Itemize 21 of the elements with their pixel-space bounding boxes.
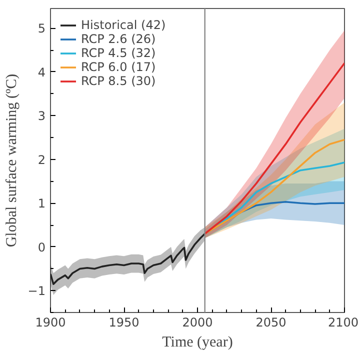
- x-axis-title: Time (year): [162, 334, 233, 350]
- x-tick-label: 1950: [108, 316, 140, 330]
- y-tick-label: 4: [38, 65, 46, 80]
- y-tick-label: 0: [38, 240, 46, 254]
- legend-label: RCP 8.5 (30): [81, 74, 156, 88]
- x-tick-label: 2000: [182, 316, 213, 330]
- line-series: [50, 232, 206, 285]
- line-series: [204, 62, 344, 235]
- y-tick-label: 3: [38, 109, 46, 124]
- legend-label: Historical (42): [81, 18, 166, 32]
- y-tick-label: 2: [38, 152, 46, 167]
- x-tick-label: 2050: [256, 316, 286, 330]
- legend-label: RCP 6.0 (17): [81, 60, 156, 74]
- y-tick-label: 1: [38, 196, 46, 211]
- y-tick-label: 5: [38, 22, 46, 36]
- y-axis-title: Global surface warming (ºC): [4, 74, 20, 248]
- y-tick-label: −1: [28, 284, 46, 298]
- legend-label: RCP 2.6 (26): [81, 32, 156, 46]
- x-tick-label: 1900: [35, 316, 66, 330]
- x-tick-label: 2100: [328, 316, 358, 330]
- legend-label: RCP 4.5 (32): [81, 46, 156, 60]
